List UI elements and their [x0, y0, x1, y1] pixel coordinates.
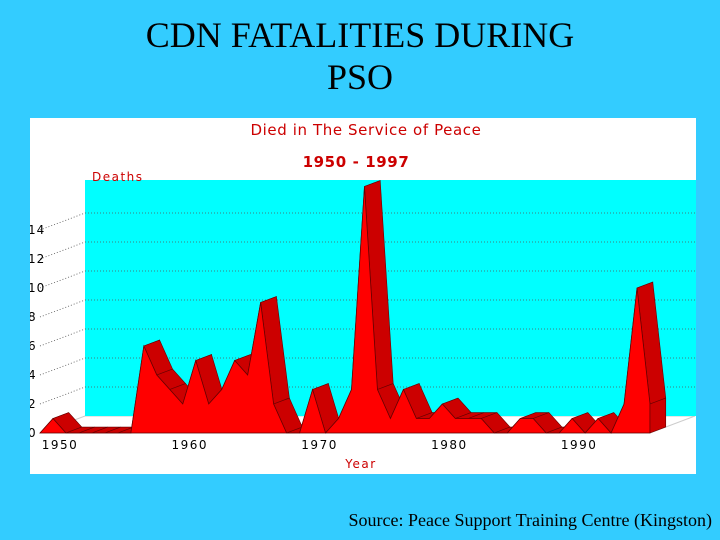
y-tick-label: 4 [30, 368, 37, 382]
gridline-diagonal [39, 270, 86, 289]
y-tick-label: 10 [30, 281, 45, 295]
gridline-diagonal [39, 357, 86, 376]
y-tick-label: 2 [30, 397, 37, 411]
area-front-face [39, 186, 651, 434]
x-tick-labels: 1950 1960 1970 1980 1990 [42, 438, 598, 452]
y-axis-label: Deaths [92, 170, 144, 184]
x-tick-label: 1980 [431, 438, 468, 452]
chart-subtitle: 1950 - 1997 [303, 153, 410, 171]
y-tick-label: 12 [30, 252, 45, 266]
x-axis-label: Year [344, 457, 376, 471]
gridline-diagonal [39, 386, 86, 405]
y-tick-label: 6 [30, 339, 37, 353]
y-tick-label: 8 [30, 310, 37, 324]
y-tick-labels: 0 2 4 6 8 10 12 14 [30, 223, 45, 440]
slide-title-line-1: CDN FATALITIES DURING [145, 15, 575, 55]
gridline-diagonal [39, 299, 86, 318]
x-tick-label: 1970 [301, 438, 338, 452]
source-note: Source: Peace Support Training Centre (K… [348, 510, 712, 530]
chart-title: Died in The Service of Peace [251, 121, 482, 139]
gridline-diagonal [39, 212, 86, 231]
y-tick-label: 14 [30, 223, 45, 237]
x-tick-label: 1960 [172, 438, 209, 452]
gridline-diagonal [39, 241, 86, 260]
x-tick-label: 1990 [561, 438, 598, 452]
slide-title-line-2: PSO [326, 57, 394, 97]
gridlines [39, 212, 696, 405]
y-tick-label: 0 [30, 426, 37, 440]
deaths-series [39, 180, 667, 434]
area-end-cap [649, 397, 667, 434]
slide-title: CDN FATALITIES DURING PSO [0, 14, 720, 98]
x-tick-label: 1950 [42, 438, 79, 452]
chart-back-wall [85, 180, 696, 416]
gridline-diagonal [39, 328, 86, 347]
area-chart: 0 2 4 6 8 10 12 14 1950 1960 1970 1980 1990 Died in… [30, 121, 696, 471]
chart-panel: 0 2 4 6 8 10 12 14 1950 1960 1970 1980 1990 Died in… [30, 118, 696, 474]
